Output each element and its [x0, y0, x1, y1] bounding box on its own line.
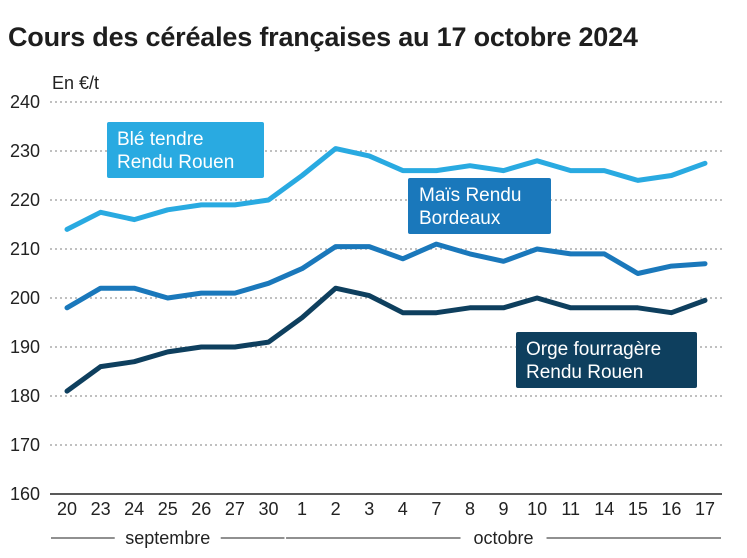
x-axis-ticks: 20 23 24 25 26 27 30 1 2 3 4 7 8 9 10 11 14 15 16 17 [57, 499, 715, 519]
x-tick-label: 7 [431, 499, 441, 519]
chart-title: Cours des céréales françaises au 17 octo… [8, 22, 638, 52]
x-tick-label: 24 [124, 499, 144, 519]
x-tick-label: 27 [225, 499, 245, 519]
x-tick-label: 11 [561, 499, 580, 519]
x-tick-label: 10 [527, 499, 547, 519]
series-label-text: Maïs Rendu [419, 185, 521, 206]
series-label-text: Rendu Rouen [117, 152, 234, 173]
x-tick-label: 20 [57, 499, 77, 519]
series-lines [64, 146, 708, 394]
y-tick-label: 220 [10, 190, 40, 210]
x-tick-label: 16 [661, 499, 681, 519]
series-line-0 [64, 146, 708, 232]
x-tick-label: 25 [158, 499, 178, 519]
x-tick-label: 9 [499, 499, 509, 519]
y-tick-label: 180 [10, 386, 40, 406]
series-line-2 [64, 285, 708, 394]
y-axis-ticks: 160 170 180 190 200 210 220 230 240 [10, 92, 40, 504]
x-tick-label: 3 [364, 499, 374, 519]
x-tick-label: 23 [91, 499, 111, 519]
y-tick-label: 210 [10, 239, 40, 259]
series-label-text: Rendu Rouen [526, 362, 643, 383]
series-label-text: Blé tendre [117, 129, 204, 150]
x-tick-label: 4 [398, 499, 408, 519]
y-tick-label: 190 [10, 337, 40, 357]
x-tick-label: 30 [258, 499, 278, 519]
x-tick-label: 17 [695, 499, 715, 519]
series-label-box [107, 122, 264, 178]
month-label: octobre [474, 528, 534, 548]
x-tick-label: 8 [465, 499, 475, 519]
month-groups: septembre octobre [51, 528, 721, 548]
y-axis-label: En €/t [52, 73, 99, 93]
y-tick-label: 170 [10, 435, 40, 455]
series-label-box [516, 332, 697, 388]
y-tick-label: 230 [10, 141, 40, 161]
month-label: septembre [125, 528, 210, 548]
x-tick-label: 1 [297, 499, 307, 519]
x-tick-label: 2 [331, 499, 341, 519]
y-tick-label: 240 [10, 92, 40, 112]
series-label-text: Orge fourragère [526, 339, 661, 360]
y-tick-label: 160 [10, 484, 40, 504]
series-label-box [408, 178, 551, 234]
y-tick-label: 200 [10, 288, 40, 308]
series-line-1 [64, 241, 708, 311]
x-tick-label: 14 [594, 499, 614, 519]
series-label-text: Bordeaux [419, 208, 501, 229]
x-tick-label: 15 [628, 499, 648, 519]
x-tick-label: 26 [191, 499, 211, 519]
